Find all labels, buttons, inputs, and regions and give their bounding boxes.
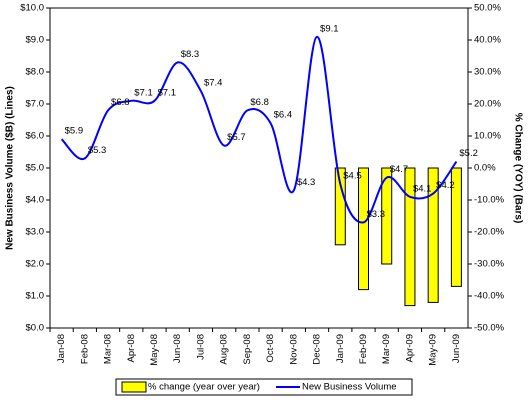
y-tick-label: $2.0 xyxy=(26,259,45,270)
value-label: $4.2 xyxy=(436,180,455,191)
y2-tick-label: -10.0% xyxy=(474,195,505,206)
value-label: $4.1 xyxy=(413,183,432,194)
x-tick-label: Nov-08 xyxy=(288,334,299,365)
x-tick-label: Jan-09 xyxy=(335,334,346,363)
value-label: $6.8 xyxy=(111,97,130,108)
value-label: $5.2 xyxy=(459,148,478,159)
x-tick-label: Feb-08 xyxy=(79,334,90,364)
legend-swatch xyxy=(121,381,147,393)
y-tick-label: $8.0 xyxy=(26,67,45,78)
y-axis-title: New Business Volume ($B) (Lines) xyxy=(5,86,16,250)
x-tick-label: Jul-08 xyxy=(195,334,206,360)
x-tick-label: May-08 xyxy=(149,334,160,366)
value-label: $3.3 xyxy=(367,209,386,220)
legend-label: New Business Volume xyxy=(302,382,397,393)
legend-box xyxy=(115,378,413,396)
bar xyxy=(427,167,439,303)
y2-tick-label: -50.0% xyxy=(474,323,505,334)
x-tick-label: Mar-08 xyxy=(103,334,114,364)
y2-tick-label: 10.0% xyxy=(474,131,501,142)
y-tick-label: $0.0 xyxy=(26,323,45,334)
value-label: $6.8 xyxy=(250,97,269,108)
x-tick-label: Sep-08 xyxy=(242,334,253,365)
y2-tick-label: 50.0% xyxy=(474,3,501,14)
value-label: $7.1 xyxy=(158,87,177,98)
y-tick-label: $1.0 xyxy=(26,291,45,302)
value-label: $5.7 xyxy=(227,132,246,143)
x-tick-label: Aug-08 xyxy=(219,334,230,365)
x-tick-label: Apr-09 xyxy=(404,334,415,363)
y-tick-label: $6.0 xyxy=(26,131,45,142)
x-tick-label: Mar-09 xyxy=(381,334,392,364)
y2-tick-label: 0.0% xyxy=(474,163,496,174)
y2-tick-label: -40.0% xyxy=(474,291,505,302)
x-tick-label: Jun-08 xyxy=(172,334,183,363)
y2-tick-label: -30.0% xyxy=(474,259,505,270)
y-tick-label: $5.0 xyxy=(26,163,45,174)
y-tick-label: $4.0 xyxy=(26,195,45,206)
value-label: $4.5 xyxy=(343,171,362,182)
value-label: $4.7 xyxy=(390,164,409,175)
bar xyxy=(358,167,369,291)
y-tick-label: $3.0 xyxy=(26,227,45,238)
y-tick-label: $9.0 xyxy=(26,35,45,46)
value-label: $9.1 xyxy=(320,23,339,34)
bar xyxy=(381,167,393,265)
value-label: $7.1 xyxy=(134,87,153,98)
y2-tick-label: 20.0% xyxy=(474,99,501,110)
value-label: $6.4 xyxy=(274,110,293,121)
y2-tick-label: 40.0% xyxy=(474,35,501,46)
legend-label: % change (year over year) xyxy=(148,382,260,393)
y-tick-label: $7.0 xyxy=(26,99,45,110)
y2-tick-label: 30.0% xyxy=(474,67,501,78)
value-label: $5.3 xyxy=(88,145,107,156)
y2-axis-title: % Change (YOY) (Bars) xyxy=(512,113,523,224)
x-tick-label: May-09 xyxy=(428,334,439,366)
line xyxy=(60,35,458,224)
x-tick-label: Feb-09 xyxy=(358,334,369,364)
x-tick-label: Apr-08 xyxy=(126,334,137,363)
value-label: $4.3 xyxy=(297,177,316,188)
y-tick-label: $10.0 xyxy=(20,3,44,14)
x-tick-label: Jun-09 xyxy=(451,334,462,363)
bar xyxy=(450,167,462,287)
bar xyxy=(404,167,416,307)
value-label: $8.3 xyxy=(181,49,200,60)
bar xyxy=(334,167,346,246)
x-tick-label: Dec-08 xyxy=(312,334,323,365)
x-tick-label: Jan-08 xyxy=(56,334,67,363)
y2-tick-label: -20.0% xyxy=(474,227,505,238)
value-label: $7.4 xyxy=(204,78,223,89)
value-label: $5.9 xyxy=(65,126,84,137)
x-tick-label: Oct-08 xyxy=(265,334,276,363)
